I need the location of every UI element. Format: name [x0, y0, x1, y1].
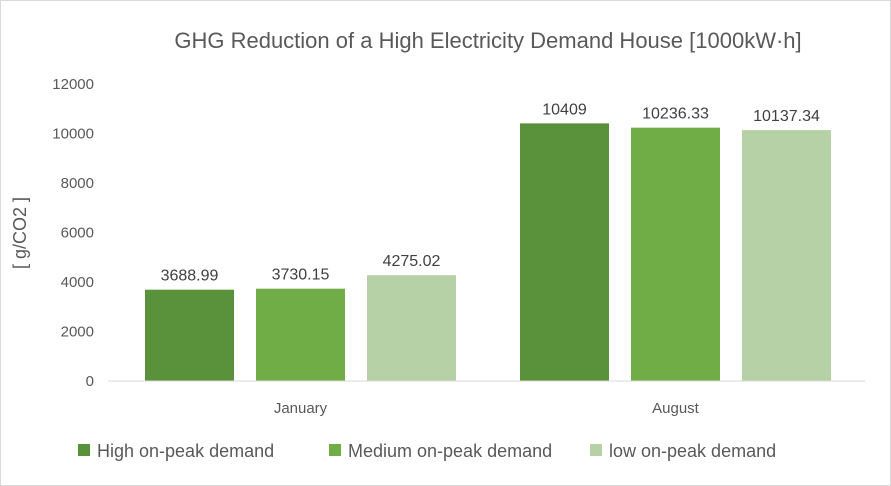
bar: [631, 127, 720, 381]
data-label: 10236.33: [642, 106, 709, 123]
bar: [256, 288, 345, 381]
bar: [367, 275, 456, 381]
legend-label: low on-peak demand: [609, 441, 776, 461]
legend-swatch: [78, 444, 90, 456]
legend-swatch: [329, 444, 341, 456]
data-label: 10137.34: [753, 108, 820, 125]
y-tick-label: 6000: [61, 225, 94, 242]
y-tick-label: 0: [86, 373, 94, 390]
chart-title: GHG Reduction of a High Electricity Dema…: [174, 28, 801, 53]
y-tick-label: 4000: [61, 274, 94, 291]
y-axis-ticks: 0 2000 4000 6000 8000 10000 12000: [52, 76, 94, 390]
data-labels: 3688.99 10409 3730.15 10236.33 4275.02 10137.…: [161, 101, 820, 284]
bar: [520, 123, 609, 381]
y-axis-label: [ g/CO2 ]: [10, 197, 30, 269]
y-tick-label: 8000: [61, 175, 94, 192]
data-label: 3688.99: [161, 268, 219, 285]
data-label: 4275.02: [383, 253, 441, 270]
x-category-label: August: [652, 400, 700, 417]
data-label: 10409: [542, 101, 587, 118]
y-tick-label: 10000: [52, 126, 94, 143]
data-label: 3730.15: [272, 267, 330, 284]
legend-label: Medium on-peak demand: [348, 441, 552, 461]
bar: [742, 130, 831, 381]
legend-label: High on-peak demand: [97, 441, 274, 461]
x-axis-categories: January August: [274, 400, 700, 417]
legend-swatch: [590, 444, 602, 456]
x-category-label: January: [274, 400, 328, 417]
y-tick-label: 2000: [61, 324, 94, 341]
bars: [145, 123, 831, 381]
bar: [145, 289, 234, 381]
y-tick-label: 12000: [52, 76, 94, 93]
legend: High on-peak demand Medium on-peak demand…: [78, 441, 776, 461]
